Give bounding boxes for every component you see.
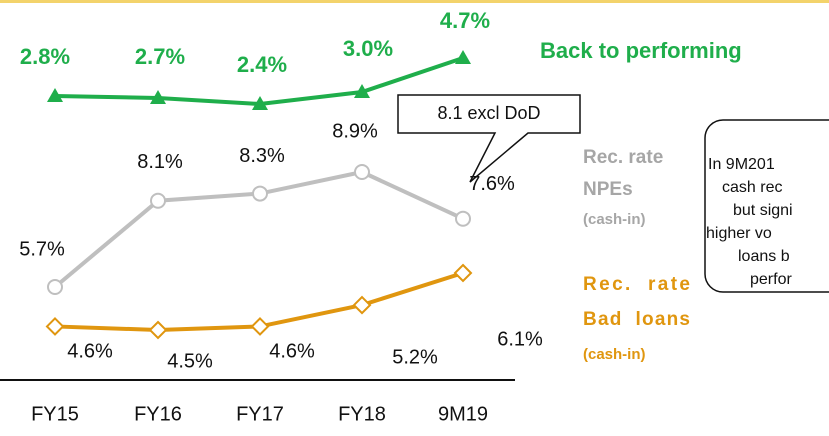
x-tick-label: FY17 — [236, 403, 284, 425]
marker — [47, 279, 63, 295]
data-label: 4.7% — [440, 8, 490, 33]
data-label: 8.1% — [137, 151, 183, 173]
x-tick-label: FY15 — [31, 403, 79, 425]
marker — [250, 317, 270, 336]
marker — [354, 164, 370, 180]
series-label: Rec. rate — [583, 147, 663, 168]
note: In 9M201 cash rec but signi higher vo loans … — [706, 156, 793, 288]
marker — [45, 317, 65, 336]
data-label: 2.7% — [135, 44, 185, 69]
series-label: Back to performing — [540, 38, 742, 63]
series-label: (cash-in) — [583, 346, 646, 363]
marker — [47, 88, 63, 102]
data-label: 4.6% — [269, 341, 315, 363]
data-label: 5.2% — [392, 346, 438, 368]
plot: FY15 FY16 FY17 FY18 9M19 2.8% 2.7% 2.4% 3.0% 4.7%… — [19, 8, 742, 425]
data-label: 3.0% — [343, 36, 393, 61]
data-label: 8.3% — [239, 145, 285, 167]
marker — [252, 185, 268, 202]
marker — [354, 84, 370, 98]
x-tick-label: FY18 — [338, 403, 386, 425]
note-line: loans b — [738, 248, 790, 265]
data-label: 2.4% — [237, 52, 287, 77]
note-line: In 9M201 — [708, 156, 775, 173]
x-tick-label: FY16 — [134, 403, 182, 425]
series-label: Rec. rate — [583, 274, 690, 295]
marker — [150, 90, 166, 104]
series-label: NPEs — [583, 179, 633, 200]
data-label: 2.8% — [20, 44, 70, 69]
note-line: but signi — [733, 202, 793, 219]
marker — [455, 50, 471, 64]
data-label: 4.6% — [67, 341, 113, 363]
marker — [453, 263, 473, 283]
marker — [148, 320, 168, 340]
data-label: 5.7% — [19, 238, 65, 260]
callout-text: 8.1 excl DoD — [437, 103, 540, 123]
series-label: (cash-in) — [583, 211, 646, 228]
marker — [352, 295, 372, 315]
note-line: perfor — [750, 271, 792, 288]
data-label: 6.1% — [497, 328, 543, 350]
marker — [455, 210, 471, 227]
marker — [150, 192, 166, 209]
note-line: higher vo — [706, 225, 772, 242]
top-border — [0, 0, 829, 3]
note-box — [704, 119, 829, 293]
callout-box — [397, 94, 581, 183]
data-label: 8.9% — [332, 120, 378, 142]
data-label: 7.6% — [469, 173, 515, 195]
note-line: cash rec — [722, 179, 782, 196]
series-label: Bad loans — [583, 309, 690, 330]
data-label: 4.5% — [167, 350, 213, 372]
marker — [252, 96, 268, 110]
x-tick-label: 9M19 — [438, 403, 488, 425]
